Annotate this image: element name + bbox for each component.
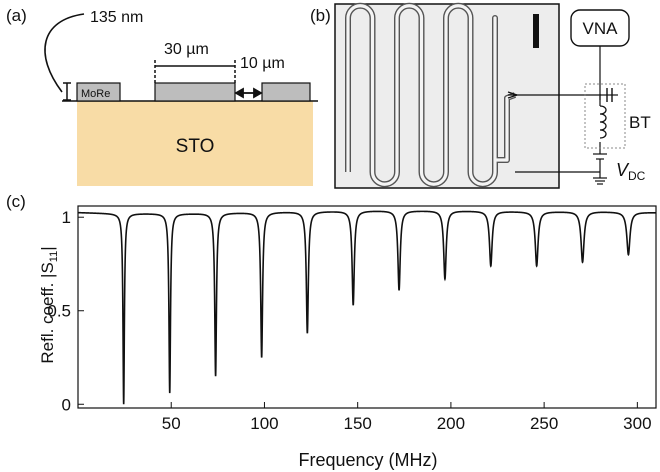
meander-resonator [345, 2, 517, 188]
capacitor [606, 88, 613, 102]
x-tick-label: 100 [250, 414, 278, 433]
thickness-pointer [44, 13, 85, 93]
panel-b-device: VNA BT VDC [334, 2, 651, 189]
scale-bar [533, 14, 539, 48]
thickness-marker [63, 82, 71, 101]
bt-label: BT [629, 113, 651, 132]
width-dimension [154, 60, 236, 83]
panel-a-label: (a) [6, 6, 27, 25]
film-left [76, 82, 121, 102]
x-tick-label: 150 [343, 414, 371, 433]
y-tick-label: 0 [62, 395, 71, 414]
film-label: MoRe [81, 88, 110, 100]
gap-dimension-arrow [234, 87, 263, 99]
x-tick-label: 50 [162, 414, 181, 433]
meander-path [346, 4, 516, 186]
vdc-label: VDC [616, 160, 646, 183]
x-axis-label: Frequency (MHz) [298, 450, 437, 470]
substrate [77, 101, 313, 186]
panel-b-label: (b) [310, 6, 331, 25]
vna-label: VNA [583, 19, 619, 38]
plot-frame [77, 205, 657, 409]
thickness-label: 135 nm [90, 9, 143, 26]
x-tick-label: 250 [530, 414, 558, 433]
y-tick-label: 0.5 [47, 302, 71, 321]
panel-a-schematic: 135 nm 30 µm 10 µm MoRe STO [44, 9, 318, 186]
panel-c-label: (c) [6, 192, 26, 211]
bias-tee-outline [584, 83, 626, 149]
y-tick-label: 1 [62, 208, 71, 227]
substrate-label: STO [176, 136, 215, 157]
film-center-strip [154, 82, 236, 102]
s11-trace [77, 210, 656, 405]
film-right [261, 82, 311, 102]
x-tick-label: 300 [623, 414, 651, 433]
width-label: 30 µm [164, 41, 209, 58]
gap-label: 10 µm [240, 55, 285, 72]
y-axis-label: Refl. coeff. |S11| [38, 246, 60, 363]
circuit-wires [507, 46, 618, 185]
x-tick-label: 200 [437, 414, 465, 433]
inductor [599, 105, 607, 139]
